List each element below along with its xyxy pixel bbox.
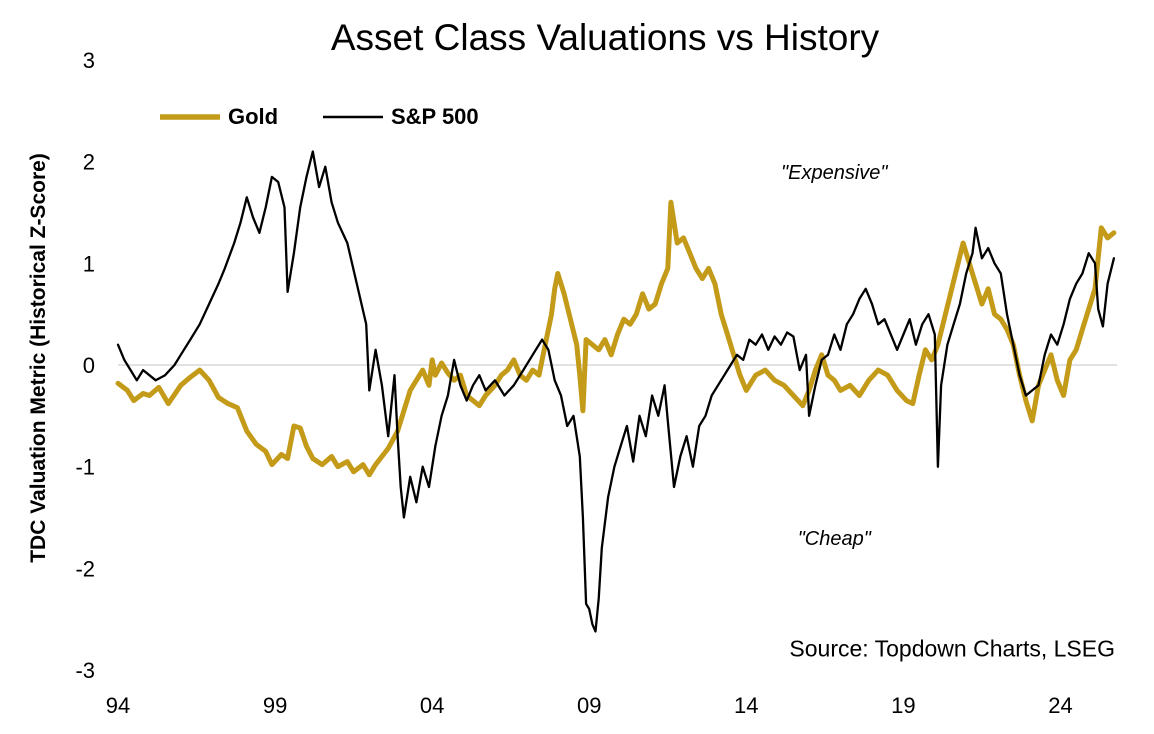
y-tick-label: 0 [83, 353, 95, 378]
x-tick-label: 24 [1048, 693, 1072, 718]
series-layer [115, 150, 1117, 633]
x-tick-label: 09 [577, 693, 601, 718]
y-tick-labels: 3 2 1 0 -1 -2 -3 [75, 48, 95, 683]
y-tick-label: -3 [75, 658, 95, 683]
x-tick-label: 94 [106, 693, 130, 718]
annotation-layer: "Expensive" "Cheap" Source: Topdown Charts… [781, 162, 1115, 662]
legend: Gold S&P 500 [160, 104, 479, 129]
series-line-s-p-500 [116, 150, 1116, 633]
legend-label-gold: Gold [228, 104, 278, 129]
x-tick-label: 04 [420, 693, 444, 718]
legend-label-sp500: S&P 500 [391, 104, 479, 129]
annotation-expensive: "Expensive" [781, 162, 888, 184]
annotation-cheap: "Cheap" [798, 528, 872, 550]
series-line-gold [115, 199, 1117, 478]
annotation-source-topdown-charts-lseg: Source: Topdown Charts, LSEG [789, 636, 1115, 662]
x-tick-label: 99 [263, 693, 287, 718]
y-tick-label: 3 [83, 48, 95, 73]
chart-title: Asset Class Valuations vs History [331, 17, 880, 58]
x-tick-label: 14 [734, 693, 758, 718]
y-tick-label: 1 [83, 251, 95, 276]
y-tick-label: -1 [75, 455, 95, 480]
y-tick-label: -2 [75, 556, 95, 581]
x-tick-label: 19 [891, 693, 915, 718]
y-tick-label: 2 [83, 150, 95, 175]
y-axis-label: TDC Valuation Metric (Historical Z-Score… [27, 153, 50, 563]
x-tick-labels: 94 99 04 09 14 19 24 [106, 693, 1073, 718]
